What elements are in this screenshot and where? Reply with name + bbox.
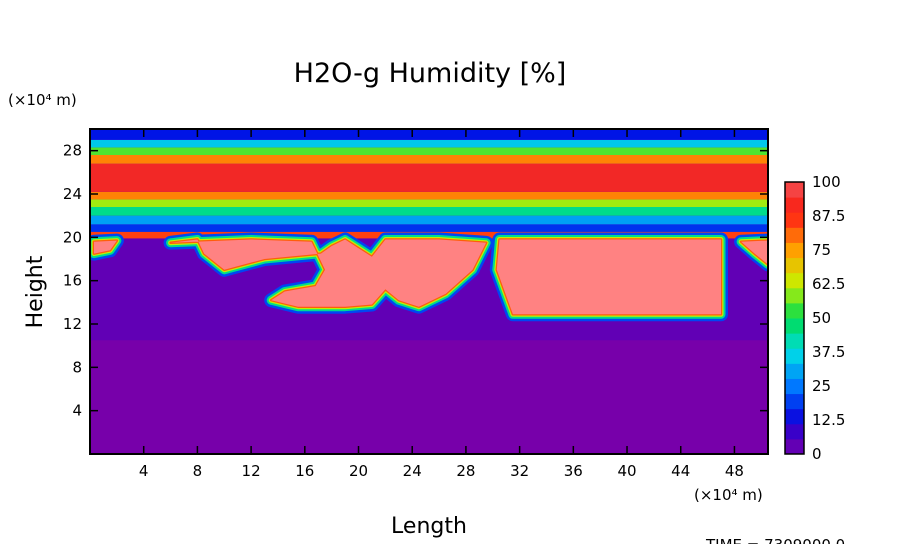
x-tick-label: 4 xyxy=(139,462,149,480)
x-tick-label: 12 xyxy=(242,462,261,480)
y-axis-label: Height xyxy=(23,255,48,328)
colorbar-label: 0 xyxy=(812,445,822,463)
x-unit-label: (×10⁴ m) xyxy=(694,486,763,504)
colorbar-segment xyxy=(785,363,804,379)
colorbar-segment xyxy=(785,318,804,334)
humidity-band xyxy=(90,155,768,164)
saturated-region xyxy=(170,239,487,307)
colorbar-segment xyxy=(785,393,804,410)
colorbar-frame xyxy=(784,181,805,455)
x-tick-label: 44 xyxy=(671,462,690,480)
colorbar-segment xyxy=(785,333,804,349)
colorbar-segment xyxy=(785,257,804,274)
y-unit-label: (×10⁴ m) xyxy=(8,91,77,109)
colorbar-segment xyxy=(785,197,804,213)
humidity-band xyxy=(90,207,768,216)
y-tick-label: 12 xyxy=(63,315,82,333)
colorbar-label: 37.5 xyxy=(812,343,845,361)
plot-frame xyxy=(89,128,769,455)
colorbar-segment xyxy=(785,423,804,440)
colorbar-label: 62.5 xyxy=(812,275,845,293)
colorbar-segment xyxy=(785,287,804,304)
x-axis-label: Length xyxy=(391,514,467,539)
x-axis: 4 8 12 16 20 24 28 32 36 40 44 48 xyxy=(139,129,744,480)
x-tick-label: 40 xyxy=(617,462,636,480)
colorbar-segment xyxy=(785,378,804,395)
colorbar-segment xyxy=(785,212,804,228)
y-tick-label: 8 xyxy=(72,358,82,376)
colorbar-segment xyxy=(785,438,804,455)
saturated-region xyxy=(496,239,721,315)
colorbar-segment xyxy=(785,272,804,289)
x-tick-label: 48 xyxy=(725,462,744,480)
colorbar: 0 12.5 25 37.5 50 62.5 75 87.5 100 xyxy=(784,173,845,463)
colorbar-label: 75 xyxy=(812,241,831,259)
colorbar-segment xyxy=(785,227,804,243)
y-tick-label: 28 xyxy=(63,142,82,160)
colorbar-segment xyxy=(785,348,804,364)
time-label: TIME = 7309000.0 xyxy=(705,536,845,544)
colorbar-label: 25 xyxy=(812,377,831,395)
colorbar-segment xyxy=(785,182,804,198)
humidity-band xyxy=(90,215,768,225)
colorbar-label: 87.5 xyxy=(812,207,845,225)
y-tick-label: 16 xyxy=(63,272,82,290)
humidity-band xyxy=(90,191,768,200)
humidity-band xyxy=(90,163,768,192)
x-tick-label: 28 xyxy=(456,462,475,480)
colorbar-segment xyxy=(785,242,804,259)
colorbar-segment xyxy=(785,302,804,319)
y-tick-label: 20 xyxy=(63,228,82,246)
colorbar-label: 100 xyxy=(812,173,841,191)
chart-title: H2O-g Humidity [%] xyxy=(294,58,567,89)
y-tick-label: 24 xyxy=(63,185,82,203)
humidity-band xyxy=(90,129,768,140)
plot-area xyxy=(90,129,768,454)
humidity-band xyxy=(90,224,768,235)
humidity-band xyxy=(90,199,768,207)
humidity-band xyxy=(90,147,768,155)
x-tick-label: 8 xyxy=(193,462,203,480)
colorbar-segment xyxy=(785,408,804,425)
x-tick-label: 24 xyxy=(403,462,422,480)
saturated-region xyxy=(94,240,117,254)
y-axis: 4 8 12 16 20 24 28 xyxy=(63,142,768,420)
x-tick-label: 16 xyxy=(295,462,314,480)
colorbar-label: 50 xyxy=(812,309,831,327)
x-tick-label: 20 xyxy=(349,462,368,480)
x-tick-label: 36 xyxy=(564,462,583,480)
saturated-region xyxy=(741,240,768,265)
colorbar-label: 12.5 xyxy=(812,411,845,429)
y-tick-label: 4 xyxy=(72,402,82,420)
humidity-band xyxy=(90,139,768,148)
x-tick-label: 32 xyxy=(510,462,529,480)
humidity-band xyxy=(90,340,768,454)
